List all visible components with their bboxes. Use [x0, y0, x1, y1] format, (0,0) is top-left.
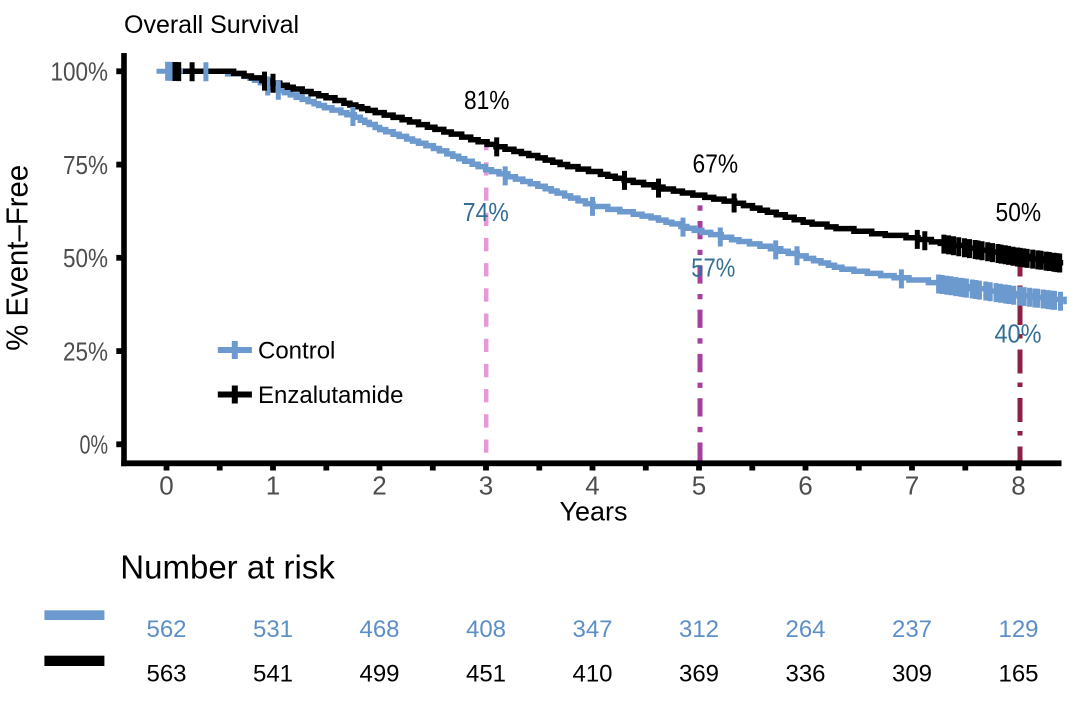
svg-text:6: 6 [798, 470, 812, 500]
svg-text:1: 1 [266, 470, 280, 500]
svg-text:309: 309 [892, 661, 932, 688]
svg-text:75%: 75% [63, 150, 108, 180]
svg-text:3: 3 [479, 470, 493, 500]
svg-text:347: 347 [572, 616, 612, 643]
svg-text:Years: Years [559, 497, 627, 527]
svg-text:25%: 25% [63, 336, 108, 366]
svg-text:541: 541 [253, 661, 293, 688]
svg-text:5: 5 [692, 470, 706, 500]
svg-text:Enzalutamide: Enzalutamide [258, 382, 403, 409]
svg-text:237: 237 [892, 616, 932, 643]
svg-text:57%: 57% [691, 253, 735, 283]
svg-text:408: 408 [466, 616, 506, 643]
svg-text:7: 7 [905, 470, 919, 500]
svg-text:562: 562 [146, 616, 186, 643]
svg-text:Overall Survival: Overall Survival [124, 11, 299, 39]
svg-text:129: 129 [998, 616, 1038, 643]
svg-text:100%: 100% [51, 57, 109, 87]
svg-text:8: 8 [1011, 470, 1025, 500]
svg-text:0%: 0% [80, 430, 109, 460]
svg-text:468: 468 [359, 616, 399, 643]
svg-text:Number at risk: Number at risk [120, 549, 335, 586]
svg-text:410: 410 [572, 661, 612, 688]
svg-text:74%: 74% [463, 197, 509, 227]
svg-text:336: 336 [785, 661, 825, 688]
svg-text:Control: Control [258, 338, 335, 365]
svg-text:0: 0 [159, 470, 173, 500]
svg-text:50%: 50% [996, 197, 1042, 227]
svg-text:67%: 67% [693, 149, 739, 179]
svg-text:451: 451 [466, 661, 506, 688]
svg-text:165: 165 [998, 661, 1038, 688]
svg-text:312: 312 [679, 616, 719, 643]
svg-text:2: 2 [372, 470, 386, 500]
svg-text:81%: 81% [464, 85, 510, 115]
svg-text:% Event–Free: % Event–Free [0, 165, 35, 351]
svg-text:4: 4 [585, 470, 599, 500]
svg-text:563: 563 [146, 661, 186, 688]
svg-text:40%: 40% [995, 318, 1042, 348]
svg-text:531: 531 [253, 616, 293, 643]
svg-text:50%: 50% [63, 243, 108, 273]
svg-text:369: 369 [679, 661, 719, 688]
svg-text:264: 264 [785, 616, 825, 643]
svg-text:499: 499 [359, 661, 399, 688]
